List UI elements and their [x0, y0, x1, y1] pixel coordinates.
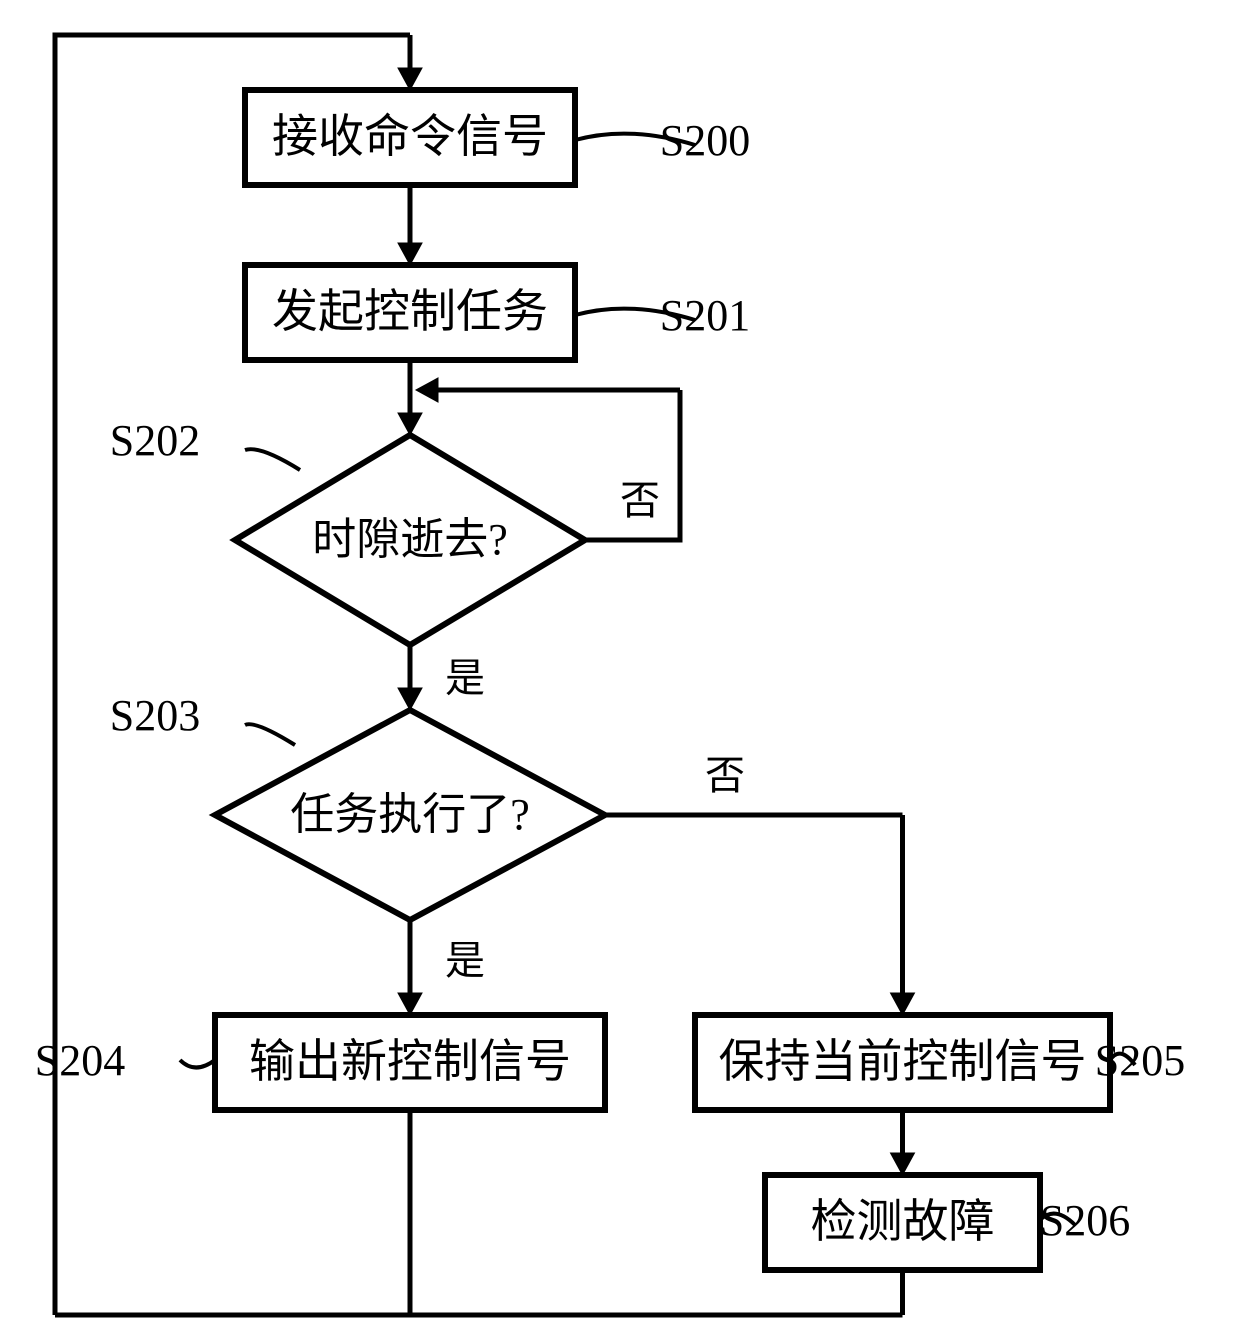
label-s202-curve — [245, 449, 300, 470]
arrowhead — [398, 993, 422, 1015]
node-s201-text: 发起控制任务 — [272, 286, 548, 337]
arrowhead — [398, 243, 422, 265]
arrowhead — [398, 413, 422, 435]
arrowhead — [398, 688, 422, 710]
arrowhead — [891, 993, 915, 1015]
arrowhead — [416, 378, 438, 402]
node-s206-text: 检测故障 — [811, 1196, 995, 1247]
connector — [55, 35, 410, 1315]
label-s206: S206 — [1040, 1196, 1130, 1245]
s203-yes-label: 是 — [445, 938, 485, 983]
s203-no-label: 否 — [705, 753, 745, 798]
s202-no-label: 否 — [620, 478, 660, 523]
node-s204-text: 输出新控制信号 — [249, 1036, 571, 1087]
label-s205: S205 — [1095, 1036, 1185, 1085]
label-s203: S203 — [110, 691, 200, 740]
label-s204-curve — [180, 1060, 215, 1068]
node-s203-text: 任务执行了? — [290, 790, 530, 839]
label-s204: S204 — [35, 1036, 125, 1085]
node-s205-text: 保持当前控制信号 — [719, 1036, 1087, 1087]
node-s202-text: 时隙逝去? — [312, 515, 508, 564]
arrowhead — [398, 68, 422, 90]
label-s203-curve — [245, 724, 295, 745]
s202-yes-label: 是 — [445, 656, 485, 701]
node-s200-text: 接收命令信号 — [272, 111, 548, 162]
arrowhead — [891, 1153, 915, 1175]
label-s202: S202 — [110, 416, 200, 465]
